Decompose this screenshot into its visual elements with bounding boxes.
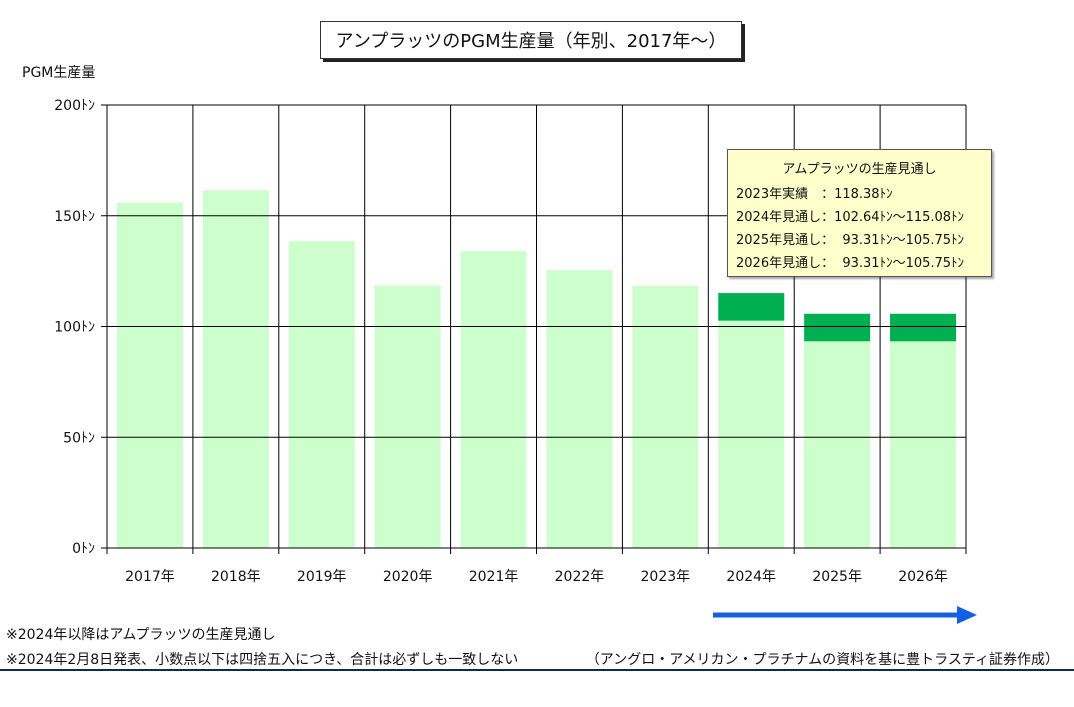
bottom-rule — [0, 669, 1074, 671]
x-tick-label: 2025年 — [812, 569, 862, 585]
y-axis-title: PGM生産量 — [22, 65, 96, 81]
footnote-forecast: ※2024年以降はアムプラッツの生産見通し — [6, 627, 276, 643]
x-tick-label: 2023年 — [641, 569, 691, 585]
range-bar-2026年 — [890, 313, 957, 342]
y-tick-label: 100ﾄﾝ — [54, 320, 95, 336]
forecast-info-box: アムプラッツの生産見通し 2023年実績 ：118.38ﾄﾝ 2024年見通し：… — [727, 149, 992, 277]
bar-2023年 — [632, 285, 699, 548]
range-bar-2025年 — [804, 313, 871, 342]
x-tick-label: 2021年 — [469, 569, 519, 585]
chart-title: アンプラッツのPGM生産量（年別、2017年～） — [320, 21, 742, 59]
forecast-line-2025: 2025年見通し： 93.31ﾄﾝ～105.75ﾄﾝ — [736, 233, 965, 248]
bar-2018年 — [202, 190, 269, 548]
bar-2017年 — [116, 202, 183, 548]
source-note: （アングロ・アメリカン・プラチナムの資料を基に豊トラスティ証券作成） — [585, 652, 1059, 668]
x-tick-label: 2018年 — [211, 569, 261, 585]
bar-2019年 — [288, 241, 355, 548]
bar-2026年 — [890, 341, 957, 548]
x-tick-label: 2017年 — [125, 569, 175, 585]
bar-2025年 — [804, 341, 871, 548]
bar-2020年 — [374, 285, 441, 548]
forecast-arrow-icon — [713, 606, 977, 624]
y-tick-label: 50ﾄﾝ — [63, 430, 95, 446]
footnote-rounding: ※2024年2月8日発表、小数点以下は四捨五入につき、合計は必ずしも一致しない — [6, 652, 519, 668]
bar-chart: 0ﾄﾝ 50ﾄﾝ 100ﾄﾝ 150ﾄﾝ 200ﾄﾝ 2017年 2018年 2019年 202… — [54, 98, 967, 585]
bar-2024年 — [718, 320, 785, 548]
x-tick-label: 2022年 — [555, 569, 605, 585]
forecast-line-2023: 2023年実績 ：118.38ﾄﾝ — [736, 187, 893, 202]
y-tick-label: 150ﾄﾝ — [54, 209, 95, 225]
y-tick-label: 200ﾄﾝ — [54, 98, 95, 114]
bar-2021年 — [460, 251, 527, 548]
x-tick-label: 2020年 — [383, 569, 433, 585]
forecast-line-2026: 2026年見通し： 93.31ﾄﾝ～105.75ﾄﾝ — [736, 256, 965, 271]
x-tick-label: 2024年 — [726, 569, 776, 585]
y-tick-label: 0ﾄﾝ — [72, 541, 95, 557]
forecast-line-2024: 2024年見通し：102.64ﾄﾝ～115.08ﾄﾝ — [736, 210, 965, 225]
range-bar-2024年 — [718, 293, 785, 321]
x-tick-label: 2019年 — [297, 569, 347, 585]
x-tick-label: 2026年 — [898, 569, 948, 585]
bar-2022年 — [546, 270, 613, 548]
forecast-info-title: アムプラッツの生産見通し — [782, 162, 937, 177]
